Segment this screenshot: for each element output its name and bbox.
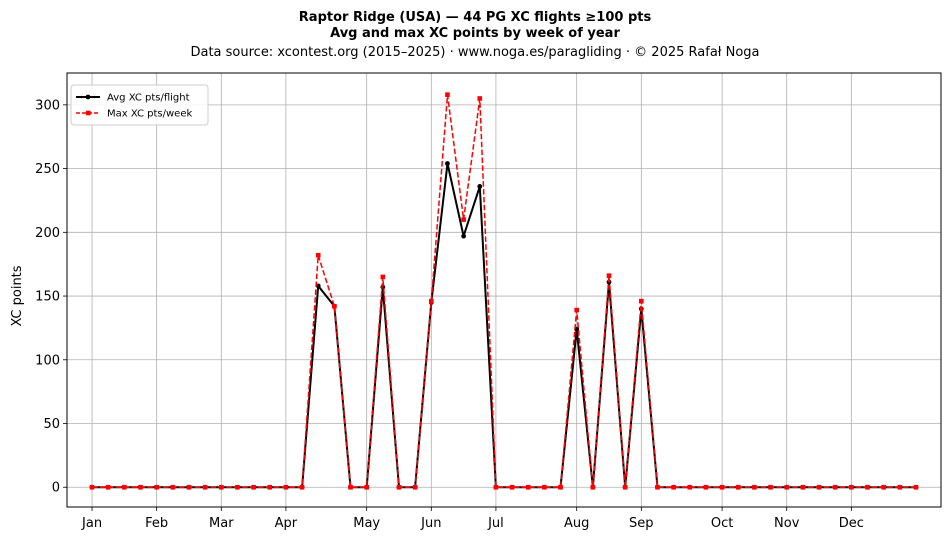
x-tick-label: Jun <box>420 516 441 531</box>
series-point-1 <box>202 484 208 490</box>
series-point-1 <box>154 484 159 490</box>
series-point-1 <box>235 484 240 490</box>
ticks: Jan Feb Mar Apr May Jun Jul Aug Sep Oct Nov Dec 0 50 1… <box>35 98 864 531</box>
series-point-1 <box>315 252 321 258</box>
series-point-1 <box>558 484 563 490</box>
series-line-0 <box>92 162 916 489</box>
series-point-0 <box>315 283 321 289</box>
y-tick-label: 200 <box>35 226 60 241</box>
series-point-1 <box>671 484 676 490</box>
series-point-1 <box>768 484 773 490</box>
series-point-1 <box>687 484 693 490</box>
series-line-1 <box>92 93 916 488</box>
series-point-1 <box>429 298 434 304</box>
series-point-1 <box>89 484 95 490</box>
series-point-1 <box>299 484 305 490</box>
y-tick-label: 0 <box>52 481 60 496</box>
grid <box>67 73 941 507</box>
series-point-1 <box>138 484 143 490</box>
x-tick-label: Aug <box>564 516 589 531</box>
series-point-1 <box>752 484 757 490</box>
series-point-0 <box>477 184 483 189</box>
series-point-1 <box>218 484 224 490</box>
series-point-1 <box>735 484 741 490</box>
series-point-1 <box>105 484 111 490</box>
series-point-1 <box>170 484 176 490</box>
series-point-1 <box>881 484 886 490</box>
series-point-1 <box>525 484 531 490</box>
series-point-1 <box>380 274 386 280</box>
series-point-1 <box>332 303 337 309</box>
series-point-1 <box>267 484 273 490</box>
x-tick-label: Apr <box>275 516 298 531</box>
series-point-1 <box>445 92 450 97</box>
y-tick-label: 150 <box>35 290 60 305</box>
legend-label-1: Max XC pts/week <box>107 109 192 120</box>
x-tick-label: Oct <box>711 516 733 531</box>
series-point-1 <box>703 484 709 490</box>
y-tick-label: 250 <box>35 162 60 177</box>
series-point-1 <box>913 484 919 490</box>
x-tick-label: Sep <box>629 516 654 531</box>
x-tick-label: Mar <box>209 516 234 531</box>
y-axis-label: XC points <box>10 265 25 326</box>
x-tick-label: Jul <box>487 516 504 531</box>
y-tick-label: 50 <box>43 417 60 432</box>
series-point-1 <box>784 484 790 490</box>
legend-label-0: Avg XC pts/flight <box>107 93 190 104</box>
chart-source: Data source: xcontest.org (2015–2025) · … <box>190 45 759 60</box>
series-point-1 <box>493 484 499 490</box>
series-point-1 <box>364 484 369 490</box>
series-point-1 <box>542 484 547 490</box>
series-point-1 <box>186 484 192 490</box>
series-point-1 <box>865 484 870 490</box>
series-point-1 <box>849 484 854 490</box>
series-layer <box>89 92 919 490</box>
x-tick-label: Dec <box>839 516 864 531</box>
series-point-0 <box>461 233 467 239</box>
series-point-1 <box>348 484 353 490</box>
x-tick-label: May <box>353 516 380 531</box>
chart-subtitle: Avg and max XC points by week of year <box>330 26 620 41</box>
series-point-1 <box>509 484 515 490</box>
series-point-1 <box>396 484 402 490</box>
series-point-1 <box>655 484 660 490</box>
series-point-1 <box>122 484 127 490</box>
series-point-1 <box>412 484 418 490</box>
plot-frame <box>66 72 942 508</box>
y-tick-label: 100 <box>35 353 60 368</box>
series-point-1 <box>606 273 612 278</box>
series-point-1 <box>832 484 838 490</box>
x-tick-label: Jan <box>81 516 102 531</box>
series-point-1 <box>251 484 256 490</box>
chart-title: Raptor Ridge (USA) — 44 PG XC flights ≥1… <box>299 10 652 25</box>
series-point-1 <box>477 96 483 101</box>
legend: Avg XC pts/flight Max XC pts/week <box>70 84 209 126</box>
legend-marker-1 <box>86 110 91 116</box>
series-point-1 <box>800 484 806 490</box>
series-point-1 <box>897 484 903 490</box>
y-tick-label: 300 <box>35 98 60 113</box>
series-point-1 <box>622 484 628 490</box>
series-point-1 <box>816 484 822 490</box>
series-point-1 <box>461 217 466 222</box>
series-point-1 <box>639 298 644 304</box>
series-point-1 <box>590 484 596 490</box>
x-tick-label: Nov <box>774 516 800 531</box>
legend-box <box>70 84 209 126</box>
series-point-1 <box>719 484 725 490</box>
series-point-1 <box>283 484 289 490</box>
legend-marker-0 <box>85 94 91 100</box>
series-point-1 <box>574 307 579 313</box>
x-tick-label: Feb <box>145 516 168 531</box>
series-point-0 <box>445 161 450 166</box>
